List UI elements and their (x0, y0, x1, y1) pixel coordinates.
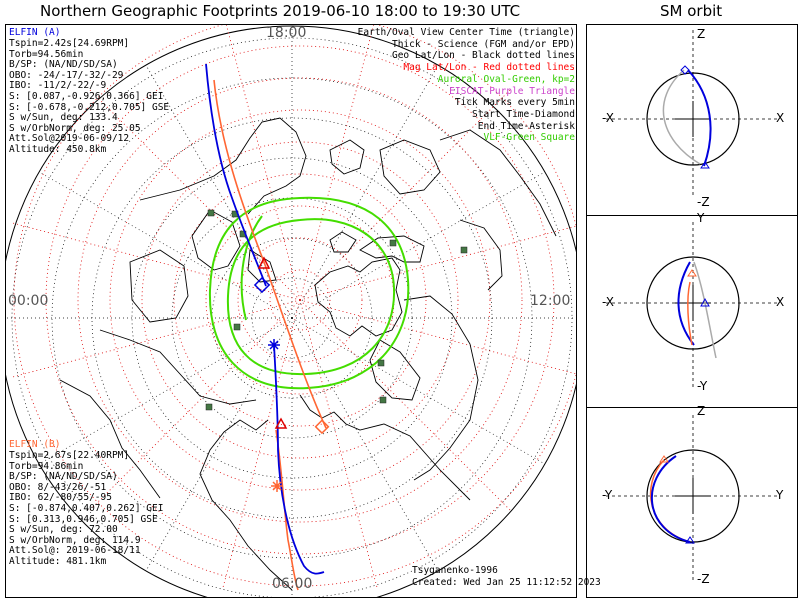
legend-item: Start Time-Diamond (472, 108, 575, 120)
info-line: S w/OrbNorm, deg: 114.9 (9, 534, 141, 546)
info-line: S: [0.087,-0.926,0.366] GEI (9, 91, 164, 102)
info-line: S w/OrbNorm, deg: 25.05 (9, 122, 141, 134)
legend-item: End Time-Asterisk (477, 120, 575, 132)
clock-label-left: 00:00 (8, 293, 49, 309)
geo-meridian (145, 64, 293, 319)
info-line: B/SP: (NA/ND/SD/SA) (9, 59, 118, 71)
sm-axis-label-bottom: -Z (697, 572, 710, 586)
geo-meridian (291, 171, 546, 319)
mag-latitude-circle (77, 77, 523, 523)
sm-axis-label-top: Z (697, 404, 706, 418)
earth-disk (6, 25, 576, 597)
geo-meridian (145, 317, 293, 572)
legend-item: Mag Lat/Lon - Red dotted lines (403, 62, 575, 74)
info-line: OBO: 8/-43/26/-51 (9, 481, 107, 493)
sm-axis-label-left: -X (602, 111, 614, 125)
info-line: B/SP: (NA/ND/SD/SA) (9, 471, 118, 483)
view-center-triangle-b (274, 417, 288, 429)
info-line: S: [-0.874,0.407,0.262] GEI (9, 503, 164, 514)
clock-label-right: 12:00 (530, 293, 571, 309)
mag-latitude-circle (269, 269, 331, 331)
legend-item: EISCAT-Purple Triangle (449, 85, 575, 97)
elfin-b-start-diamond (314, 419, 330, 435)
elfin-a-end-asterisk (268, 339, 280, 351)
legend-item: Tick Marks every 5min (454, 97, 575, 109)
mag-meridian (10, 299, 301, 379)
legend-item: Earth/Oval View Center Time (triangle) (357, 27, 575, 38)
view-center-triangle (257, 256, 271, 269)
page-title: Northern Geographic Footprints 2019-06-1… (40, 2, 521, 20)
legend-item: Geo Lat/Lon - Black dotted lines (391, 50, 575, 62)
geo-meridian (38, 317, 293, 465)
sm-axis-label-right: Y (776, 488, 784, 502)
created-credit: Created: Wed Jan 25 11:12:52 2023 (412, 577, 601, 588)
info-line: Torb=94.86min (9, 460, 84, 472)
elfin-b-track (213, 79, 327, 591)
info-line: S: [-0.678,-0.212,0.705] GSE (9, 101, 170, 113)
info-line: Altitude: 450.8km (9, 144, 107, 155)
info-line: Tspin=2.67s[22.40RPM] (9, 450, 130, 461)
info-line: Altitude: 481.1km (9, 556, 107, 567)
mag-meridian (299, 299, 513, 513)
info-line: Att.Sol@2019-06-09/12 (9, 133, 130, 145)
mag-meridian (221, 299, 301, 590)
vlf-stations (205, 209, 468, 411)
geo-meridian (291, 317, 546, 465)
info-line: Torb=94.56min (9, 48, 84, 60)
sm-axis-label-right: X (776, 295, 785, 309)
elfin-a-start-diamond (253, 276, 271, 294)
sm-axis-label-top: Z (697, 27, 706, 41)
mag-meridian (299, 225, 576, 301)
elfin-b-end-asterisk (271, 480, 283, 492)
sm-axis-label-top: Y (697, 211, 705, 225)
sm-axis-label-bottom: -Z (697, 195, 710, 209)
model-credit: Tsyganenko-1996 (412, 565, 498, 576)
clock-label-top: 18:00 (266, 25, 307, 41)
info-line: IBO: -11/2/-22/-9 (9, 80, 107, 92)
clock-label-bottom: 06:00 (272, 576, 313, 592)
info-line: IBO: 62/-80/55/-95 (9, 492, 112, 504)
info-line: OBO: -24/-17/-32/-29 (9, 69, 124, 81)
sm-axis-label-left: -Y (602, 488, 613, 502)
sm-orbit-title: SM orbit (660, 2, 723, 20)
info-line: S w/Sun, deg: 133.4 (9, 112, 118, 124)
info-line: S w/Sun, deg: 72.00 (9, 524, 118, 536)
elfin-a-track (205, 63, 325, 575)
coastlines (59, 117, 557, 591)
mag-meridian (87, 299, 301, 513)
footprint-map-frame (5, 24, 577, 598)
track-markers (253, 256, 330, 492)
legend-item: VLF-Green Square (483, 132, 575, 144)
legend-item: Thick - Science (FGM and/or EPD) (391, 38, 575, 50)
geo-meridian (291, 64, 439, 319)
elfin-a-header: ELFIN (A) (9, 27, 61, 38)
sm-panel-yz-frame (586, 407, 798, 598)
mag-meridian (299, 25, 375, 301)
sm-axis-label-right: X (776, 111, 785, 125)
mag-latitude-circle (237, 237, 363, 363)
elfin-b-header: ELFIN (B) (9, 439, 61, 450)
geo-meridian (38, 171, 293, 319)
mag-latitude-circle (45, 45, 555, 555)
info-line: Att.Sol@: 2019-06-18/11 (9, 545, 141, 557)
mag-meridian (299, 299, 379, 590)
sm-axis-label-bottom: -Y (697, 379, 708, 393)
legend-item: Auroral Oval-Green, kp=2 (437, 73, 575, 85)
auroral-oval (208, 196, 410, 390)
mag-latitude-circle (173, 173, 427, 427)
mag-latitude-circle (109, 109, 491, 491)
sm-axis-label-left: -X (602, 295, 614, 309)
info-line: S: [0.313,0.946,0.705] GSE (9, 513, 158, 525)
info-line: Tspin=2.42s[24.69RPM] (9, 38, 130, 49)
